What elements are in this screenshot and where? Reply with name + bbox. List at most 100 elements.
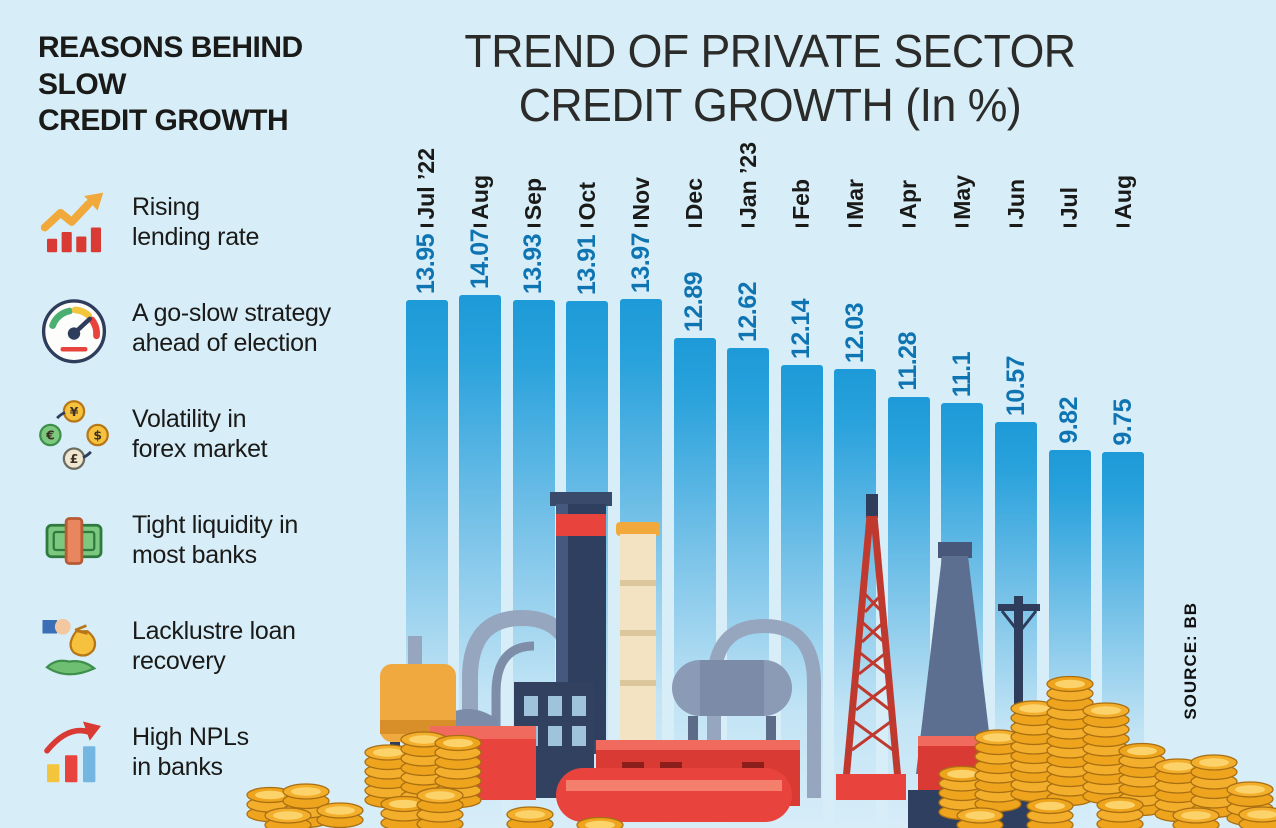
reasons-title-line2: CREDIT GROWTH [38,104,289,138]
reason-item: Tight liquidity in most banks [38,488,398,594]
value-label-wrap: 13.97 [614,193,668,293]
month-label-wrap: Jan ’23 [721,117,775,220]
bar-column: Jul ’22 13.95 [400,135,454,828]
axis-tick [527,224,541,227]
bar [834,369,877,828]
bar-columns: Jul ’22 13.95 Aug 14.07 Sep 13.93 Oct 13.91 Nov 1… [400,135,1150,828]
axis-tick [634,224,648,227]
month-label: Mar [841,179,868,220]
bar-column: Apr 11.28 [882,135,936,828]
bar-column: Feb 12.14 [775,135,829,828]
value-label: 11.1 [947,351,976,398]
svg-text:€: € [45,428,55,442]
axis-tick [1009,224,1023,227]
value-label: 13.93 [519,234,548,295]
bar [673,338,716,828]
reason-label: Volatility in forex market [132,405,268,463]
value-label-wrap: 9.82 [1043,344,1097,444]
svg-text:$: $ [93,428,102,442]
loan-recovery-icon [38,611,110,683]
reasons-title: REASONS BEHIND SLOW CREDIT GROWTH [38,30,398,140]
axis-tick [580,224,594,227]
reason-label: Tight liquidity in most banks [132,511,298,569]
value-label-wrap: 12.14 [775,259,829,359]
source-label: SOURCE: BB [1181,602,1200,720]
bar-column: May 11.1 [936,135,990,828]
reason-label: Lacklustre loan recovery [132,617,296,675]
value-label-wrap: 14.07 [454,189,508,289]
bar [566,301,609,828]
reasons-panel: REASONS BEHIND SLOW CREDIT GROWTH Rising… [38,30,398,806]
value-label-wrap: 13.95 [400,194,454,294]
month-label-wrap: Jun [989,117,1043,220]
bar-column: Oct 13.91 [561,135,615,828]
value-label-wrap: 10.57 [989,316,1043,416]
value-label: 11.28 [894,331,923,391]
bar [512,300,555,828]
axis-tick [1063,224,1077,227]
reason-item: A go-slow strategy ahead of election [38,276,398,382]
value-label-wrap: 13.93 [507,194,561,294]
month-label: Aug [1109,175,1136,220]
reason-item: Rising lending rate [38,170,398,276]
chart-title-line2: CREDIT GROWTH (In %) [518,79,1022,132]
value-label: 13.97 [626,232,655,293]
value-label: 12.62 [733,281,762,342]
value-label-wrap: 13.91 [561,195,615,295]
bar-column: Sep 13.93 [507,135,561,828]
axis-tick [902,224,916,227]
axis-tick [955,224,969,227]
bar-column: Nov 13.97 [614,135,668,828]
month-label: Jul [1056,186,1083,220]
bar [620,298,663,828]
reason-item: ¥ € $ £ Volatility in forex market [38,382,398,488]
chart-title-line1: TREND OF PRIVATE SECTOR [464,25,1076,77]
svg-text:¥: ¥ [70,405,79,419]
value-label: 9.82 [1055,396,1084,444]
value-label-wrap: 12.03 [829,263,883,363]
source-credit: SOURCE: BB [1178,580,1204,720]
month-label-wrap: Apr [882,117,936,220]
value-label: 12.89 [680,272,709,333]
bar [887,396,930,828]
reason-item: Lacklustre loan recovery [38,594,398,700]
value-label-wrap: 12.62 [721,242,775,342]
bar-column: Dec 12.89 [668,135,722,828]
value-label: 14.07 [465,229,494,290]
axis-tick [848,224,862,227]
value-label: 13.91 [572,235,601,296]
bar [995,422,1038,828]
month-label: May [948,175,975,220]
month-label: Jan ’23 [734,142,761,220]
reasons-title-line1: REASONS BEHIND SLOW [38,31,303,101]
month-label-wrap: Jul [1043,117,1097,220]
value-label: 12.14 [787,299,816,360]
value-label-wrap: 9.75 [1096,346,1150,446]
bar [1048,449,1091,828]
reason-label: Rising lending rate [132,193,260,251]
month-label: Feb [788,179,815,220]
bar [941,403,984,828]
axis-tick [795,224,809,227]
rising-rate-icon [38,187,110,259]
month-label-wrap: Dec [668,117,722,220]
reason-item: High NPLs in banks [38,700,398,806]
reasons-list: Rising lending rate A go-slow strategy ahea… [38,170,398,806]
bar-column: Aug 14.07 [454,135,508,828]
bar-column: Jun 10.57 [989,135,1043,828]
forex-icon: ¥ € $ £ [38,399,110,471]
svg-text:£: £ [70,452,79,466]
bar [727,347,770,828]
month-label: Apr [895,180,922,220]
bar-column: Jan ’23 12.62 [721,135,775,828]
speedometer-icon [38,293,110,365]
month-label-wrap: Feb [775,117,829,220]
value-label-wrap: 11.1 [936,297,990,397]
value-label-wrap: 11.28 [882,291,936,391]
reason-label: High NPLs in banks [132,723,249,781]
axis-tick [688,224,702,227]
bar-column: Aug 9.75 [1096,135,1150,828]
month-label-wrap: Mar [829,117,883,220]
bar [1102,452,1145,828]
